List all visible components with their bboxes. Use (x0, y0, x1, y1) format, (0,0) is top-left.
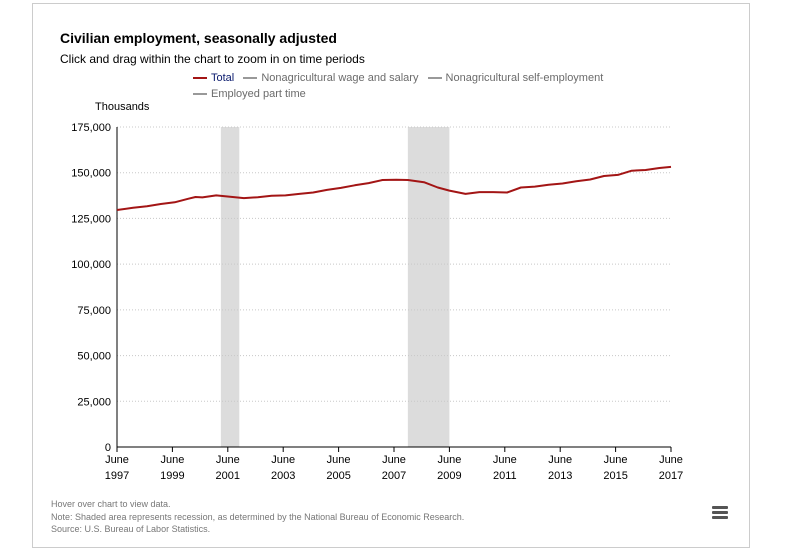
series-line-total (116, 165, 672, 211)
y-tick-label-7: 175,000 (71, 122, 111, 134)
legend-swatch-wage-salary (243, 77, 258, 79)
legend-label-self-employment: Nonagricultural self-employment (445, 72, 604, 84)
x-tick-label-year-2: 2001 (216, 470, 240, 482)
x-tick-label-month-3: June (271, 454, 295, 466)
chart-container: Civilian employment, seasonally adjusted… (32, 3, 750, 548)
chart-title: Civilian employment, seasonally adjusted (60, 30, 337, 46)
y-tick-label-1: 25,000 (77, 396, 111, 408)
chart-legend: Total Nonagricultural wage and salary No… (193, 70, 633, 102)
x-tick-label-month-9: June (604, 454, 628, 466)
legend-item-wage-salary[interactable]: Nonagricultural wage and salary (243, 70, 418, 86)
recession-band-2 (407, 127, 450, 447)
y-tick-label-3: 75,000 (77, 305, 111, 317)
x-tick-label-year-5: 2007 (382, 470, 406, 482)
x-tick-label-year-1: 1999 (160, 470, 184, 482)
chart-footer: Hover over chart to view data. Note: Sha… (51, 498, 464, 536)
x-tick-label-year-4: 2005 (326, 470, 350, 482)
y-tick-label-2: 50,000 (77, 351, 111, 363)
x-tick-label-year-8: 2013 (548, 470, 572, 482)
x-tick-label-year-9: 2015 (603, 470, 627, 482)
legend-item-part-time[interactable]: Employed part time (193, 86, 306, 102)
legend-label-total: Total (211, 72, 235, 84)
x-tick-label-month-10: June (659, 454, 683, 466)
x-tick-label-month-8: June (548, 454, 572, 466)
chart-subtitle: Click and drag within the chart to zoom … (60, 52, 365, 66)
legend-swatch-self-employment (427, 77, 442, 79)
chart-plot[interactable]: 0 25,000 50,000 75,000 100,000 125,000 150,000… (33, 4, 749, 547)
hover-hint: Hover over chart to view data. (51, 499, 171, 509)
x-tick-label-month-4: June (327, 454, 351, 466)
x-tick-label-month-2: June (216, 454, 240, 466)
x-tick-label-month-1: June (160, 454, 184, 466)
y-tick-label-4: 100,000 (71, 259, 111, 271)
recession-note: Note: Shaded area represents recession, … (51, 511, 465, 522)
x-tick-label-month-6: June (437, 454, 461, 466)
x-tick-label-month-5: June (382, 454, 406, 466)
y-axis-unit-label: Thousands (95, 101, 150, 113)
x-tick-label-year-3: 2003 (271, 470, 295, 482)
x-tick-label-month-7: June (493, 454, 517, 466)
x-tick-label-year-10: 2017 (659, 470, 683, 482)
y-tick-label-6: 150,000 (71, 168, 111, 180)
legend-swatch-part-time (193, 93, 207, 95)
legend-item-total[interactable]: Total (193, 70, 234, 86)
y-tick-label-5: 125,000 (71, 213, 111, 225)
y-tick-label-0: 0 (105, 442, 111, 454)
x-tick-label-year-6: 2009 (437, 470, 461, 482)
legend-swatch-total (193, 77, 207, 79)
hamburger-menu-icon[interactable] (709, 504, 731, 522)
legend-label-part-time: Employed part time (211, 88, 306, 100)
x-tick-label-month-0: June (105, 454, 129, 466)
legend-label-wage-salary: Nonagricultural wage and salary (261, 72, 419, 84)
recession-band-1 (220, 127, 240, 447)
x-tick-label-year-0: 1997 (105, 470, 129, 482)
legend-item-self-employment[interactable]: Nonagricultural self-employment (427, 70, 604, 86)
x-tick-label-year-7: 2011 (493, 470, 517, 482)
source-note: Source: U.S. Bureau of Labor Statistics. (51, 524, 211, 534)
